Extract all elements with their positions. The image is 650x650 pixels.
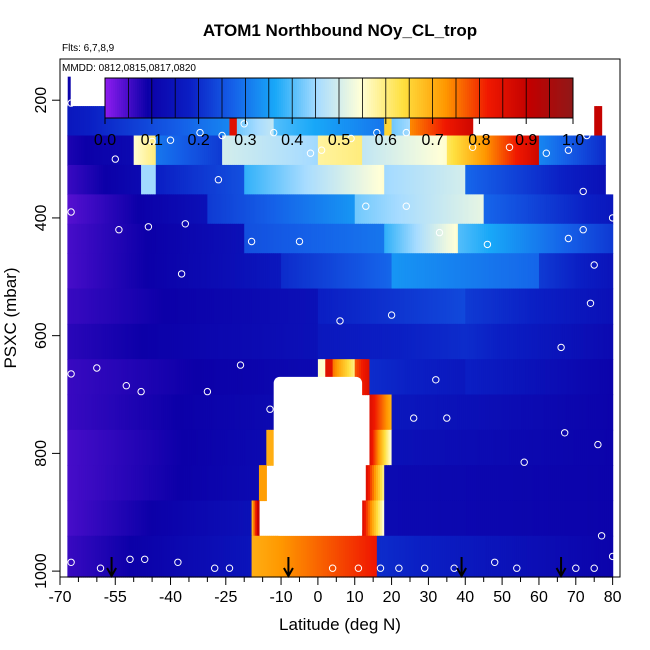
no-data-region: [274, 377, 362, 536]
x-tick-label: 20: [383, 589, 401, 606]
dates-label: MMDD: 0812,0815,0817,0820: [62, 63, 196, 74]
x-tick-label: -70: [48, 589, 71, 606]
x-tick-label: -10: [269, 589, 292, 606]
heat-cell: [264, 465, 266, 501]
x-tick-label: 70: [567, 589, 585, 606]
chart-title: ATOM1 Northbound NOy_CL_trop: [203, 21, 477, 40]
colorbar-tick-label: 0.5: [328, 132, 350, 149]
heat-cell: [611, 465, 614, 501]
heat-cell: [611, 395, 614, 431]
heat-cell: [611, 430, 614, 466]
x-tick-label: -40: [159, 589, 182, 606]
colorbar-tick-label: 0.3: [234, 132, 256, 149]
colorbar-tick-label: 0.8: [468, 132, 490, 149]
x-tick-label: -25: [214, 589, 237, 606]
heat-cell: [603, 165, 606, 195]
colorbar-tick-label: 0.1: [141, 132, 163, 149]
heat-cell: [611, 194, 614, 224]
y-tick-label: 400: [33, 204, 50, 231]
x-tick-label: 30: [420, 589, 438, 606]
heatmap-layer: [67, 77, 613, 578]
heat-cell: [611, 359, 614, 395]
x-axis: -70 -55 -40 -25 -10 0 10 20 30 40 50 60 70 80: [48, 577, 621, 606]
heat-cell: [611, 324, 614, 360]
y-axis-label: PSXC (mbar): [1, 267, 20, 368]
heat-cell: [603, 136, 606, 166]
heat-cell: [611, 289, 614, 325]
heat-cell: [611, 224, 614, 254]
x-tick-label: 40: [456, 589, 474, 606]
colorbar-tick-label: 0.4: [281, 132, 303, 149]
heat-cell: [257, 500, 259, 536]
heat-cell: [600, 106, 602, 136]
colorbar-tick-label: 0.6: [375, 132, 397, 149]
y-tick-label: 200: [33, 87, 50, 114]
x-axis-label: Latitude (deg N): [279, 615, 401, 634]
colorbar-tick-label: 0.0: [94, 132, 116, 149]
flights-label: Flts: 6,7,8,9: [62, 43, 115, 54]
heat-cell: [611, 253, 614, 289]
colorbar-tick-label: 1.0: [562, 132, 584, 149]
y-tick-label: 600: [33, 322, 50, 349]
x-tick-label: 60: [530, 589, 548, 606]
colorbar-tick-label: 0.2: [187, 132, 209, 149]
colorbar-tick-label: 0.9: [515, 132, 537, 149]
y-tick-label: 800: [33, 440, 50, 467]
heat-cell: [611, 536, 614, 578]
x-tick-label: 0: [313, 589, 322, 606]
heat-cell: [611, 500, 614, 536]
x-tick-label: 50: [493, 589, 511, 606]
colorbar-tick-label: 0.7: [421, 132, 443, 149]
x-tick-label: 80: [604, 589, 622, 606]
y-tick-label: 1000: [33, 553, 50, 589]
y-axis: 200 400 600 800 1000: [33, 87, 60, 589]
x-tick-label: -55: [104, 589, 127, 606]
x-tick-label: 10: [346, 589, 364, 606]
